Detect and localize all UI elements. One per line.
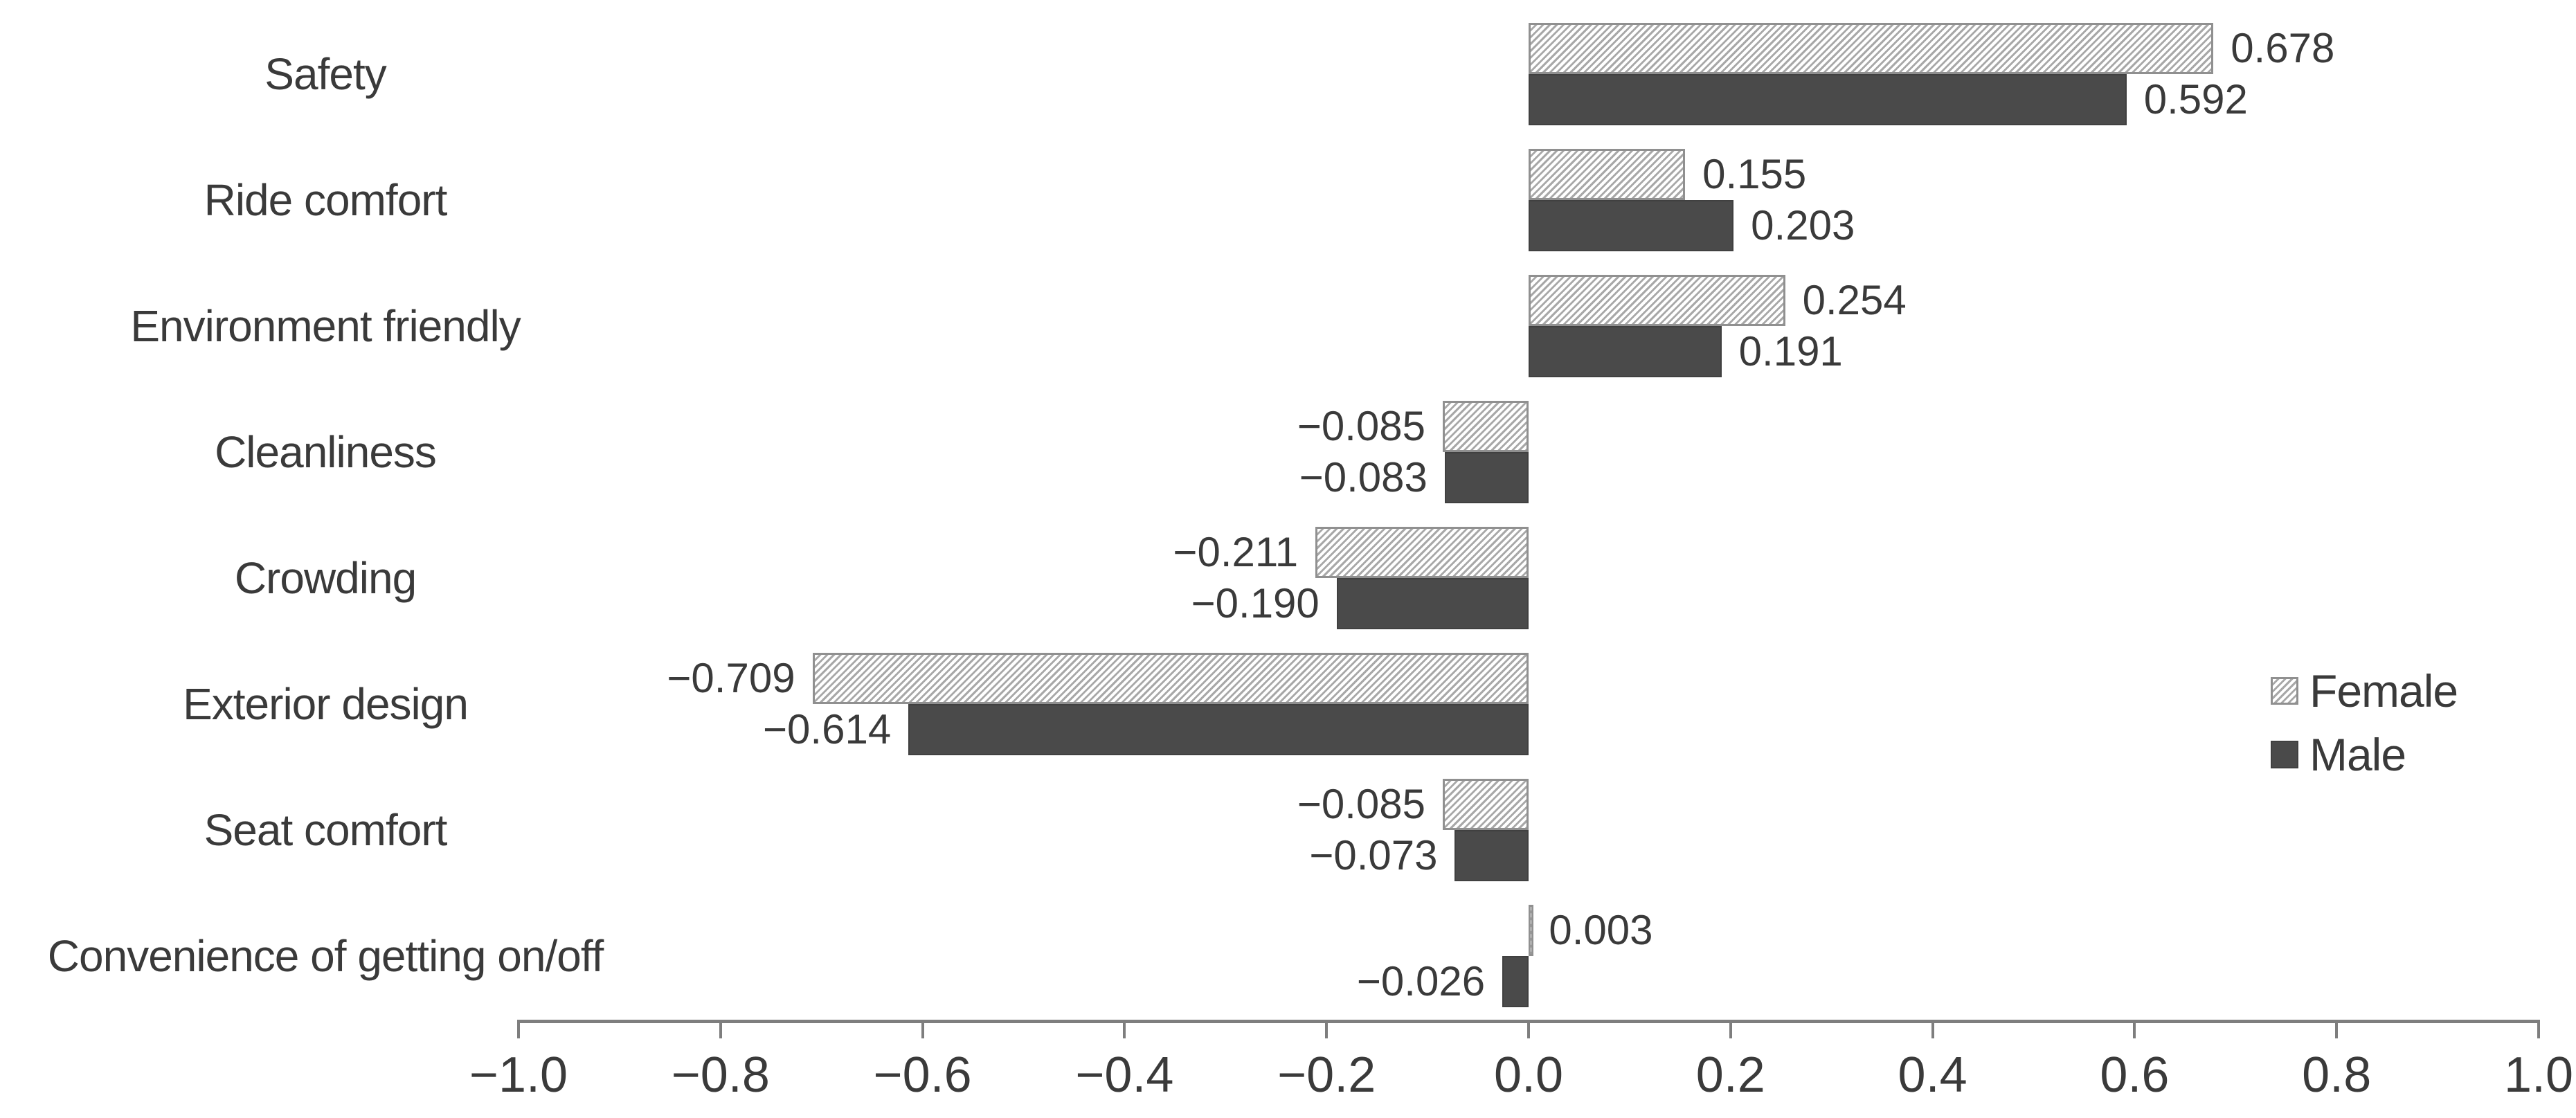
category-label: Exterior design: [183, 679, 469, 729]
x-axis-tick: [1325, 1020, 1328, 1038]
x-axis-tick: [921, 1020, 924, 1038]
bar-value-label: −0.709: [667, 655, 795, 701]
bar-value-label: −0.085: [1297, 403, 1425, 449]
bar-value-label: −0.190: [1191, 580, 1319, 626]
legend: Female Male: [2271, 659, 2458, 786]
bar-female: [1529, 275, 1785, 326]
category-label: Ride comfort: [204, 175, 448, 225]
x-axis-tick-label: −0.6: [873, 1047, 972, 1103]
bar-male: [1502, 956, 1529, 1007]
bar-female: [1529, 23, 2214, 74]
x-axis-tick-label: −0.2: [1277, 1047, 1376, 1103]
x-axis-tick-label: 0.0: [1493, 1047, 1564, 1103]
x-axis-tick: [1123, 1020, 1126, 1038]
x-axis-tick-label: −1.0: [469, 1047, 568, 1103]
bar-value-label: −0.211: [1173, 529, 1299, 575]
bar-value-label: 0.003: [1549, 907, 1653, 953]
legend-female-hatched-swatch-icon: [2271, 677, 2298, 705]
category-label: Convenience of getting on/off: [47, 931, 604, 981]
bar-value-label: 0.191: [1738, 328, 1843, 375]
x-axis-tick-label: 0.8: [2302, 1047, 2372, 1103]
x-axis-tick: [2335, 1020, 2339, 1038]
x-axis-tick-label: 0.6: [2100, 1047, 2170, 1103]
bar-female: [1529, 149, 1686, 200]
category-label: Seat comfort: [204, 805, 448, 855]
bar-female: [1442, 401, 1529, 452]
bar-value-label: −0.085: [1297, 781, 1425, 827]
bar-female: [812, 653, 1529, 704]
bar-male: [1336, 578, 1529, 629]
bar-value-label: −0.083: [1299, 454, 1427, 501]
x-axis-tick: [2133, 1020, 2136, 1038]
x-axis-tick-label: 0.2: [1695, 1047, 1765, 1103]
x-axis-tick-label: 1.0: [2503, 1047, 2574, 1103]
legend-male-solid-swatch-icon: [2271, 741, 2298, 768]
bar-value-label: −0.026: [1356, 958, 1486, 1004]
bar-male: [908, 704, 1529, 755]
bar-value-label: −0.073: [1309, 832, 1438, 878]
bar-male: [1529, 74, 2127, 125]
category-label: Cleanliness: [215, 427, 437, 477]
bar-value-label: 0.203: [1751, 202, 1855, 249]
bar-female: [1315, 527, 1529, 578]
legend-entry-female: Female: [2271, 659, 2458, 723]
bar-male: [1454, 830, 1529, 881]
category-label: Safety: [264, 49, 386, 99]
bar-value-label: 0.155: [1702, 151, 1807, 197]
bar-value-label: 0.592: [2143, 76, 2248, 123]
bar-male: [1529, 326, 1722, 377]
x-axis-tick: [1527, 1020, 1530, 1038]
bar-value-label: 0.254: [1802, 277, 1907, 323]
category-label: Crowding: [234, 553, 417, 603]
x-axis-tick: [1931, 1020, 1934, 1038]
legend-entry-male: Male: [2271, 723, 2458, 786]
bar-male: [1444, 452, 1529, 503]
x-axis-tick: [2537, 1020, 2540, 1038]
legend-male-label: Male: [2309, 729, 2406, 780]
bar-female: [1442, 779, 1529, 830]
x-axis-tick-label: 0.4: [1898, 1047, 1967, 1103]
bar-value-label: −0.614: [763, 706, 892, 752]
x-axis-tick: [719, 1020, 722, 1038]
bar-value-label: 0.678: [2231, 25, 2335, 71]
x-axis-tick-label: −0.4: [1075, 1047, 1174, 1103]
x-axis-tick: [517, 1020, 520, 1038]
category-label: Environment friendly: [130, 301, 521, 351]
x-axis-tick-label: −0.8: [671, 1047, 770, 1103]
bar-male: [1529, 200, 1734, 251]
legend-female-label: Female: [2309, 665, 2458, 716]
x-axis-tick: [1729, 1020, 1732, 1038]
bar-female: [1529, 905, 1533, 956]
